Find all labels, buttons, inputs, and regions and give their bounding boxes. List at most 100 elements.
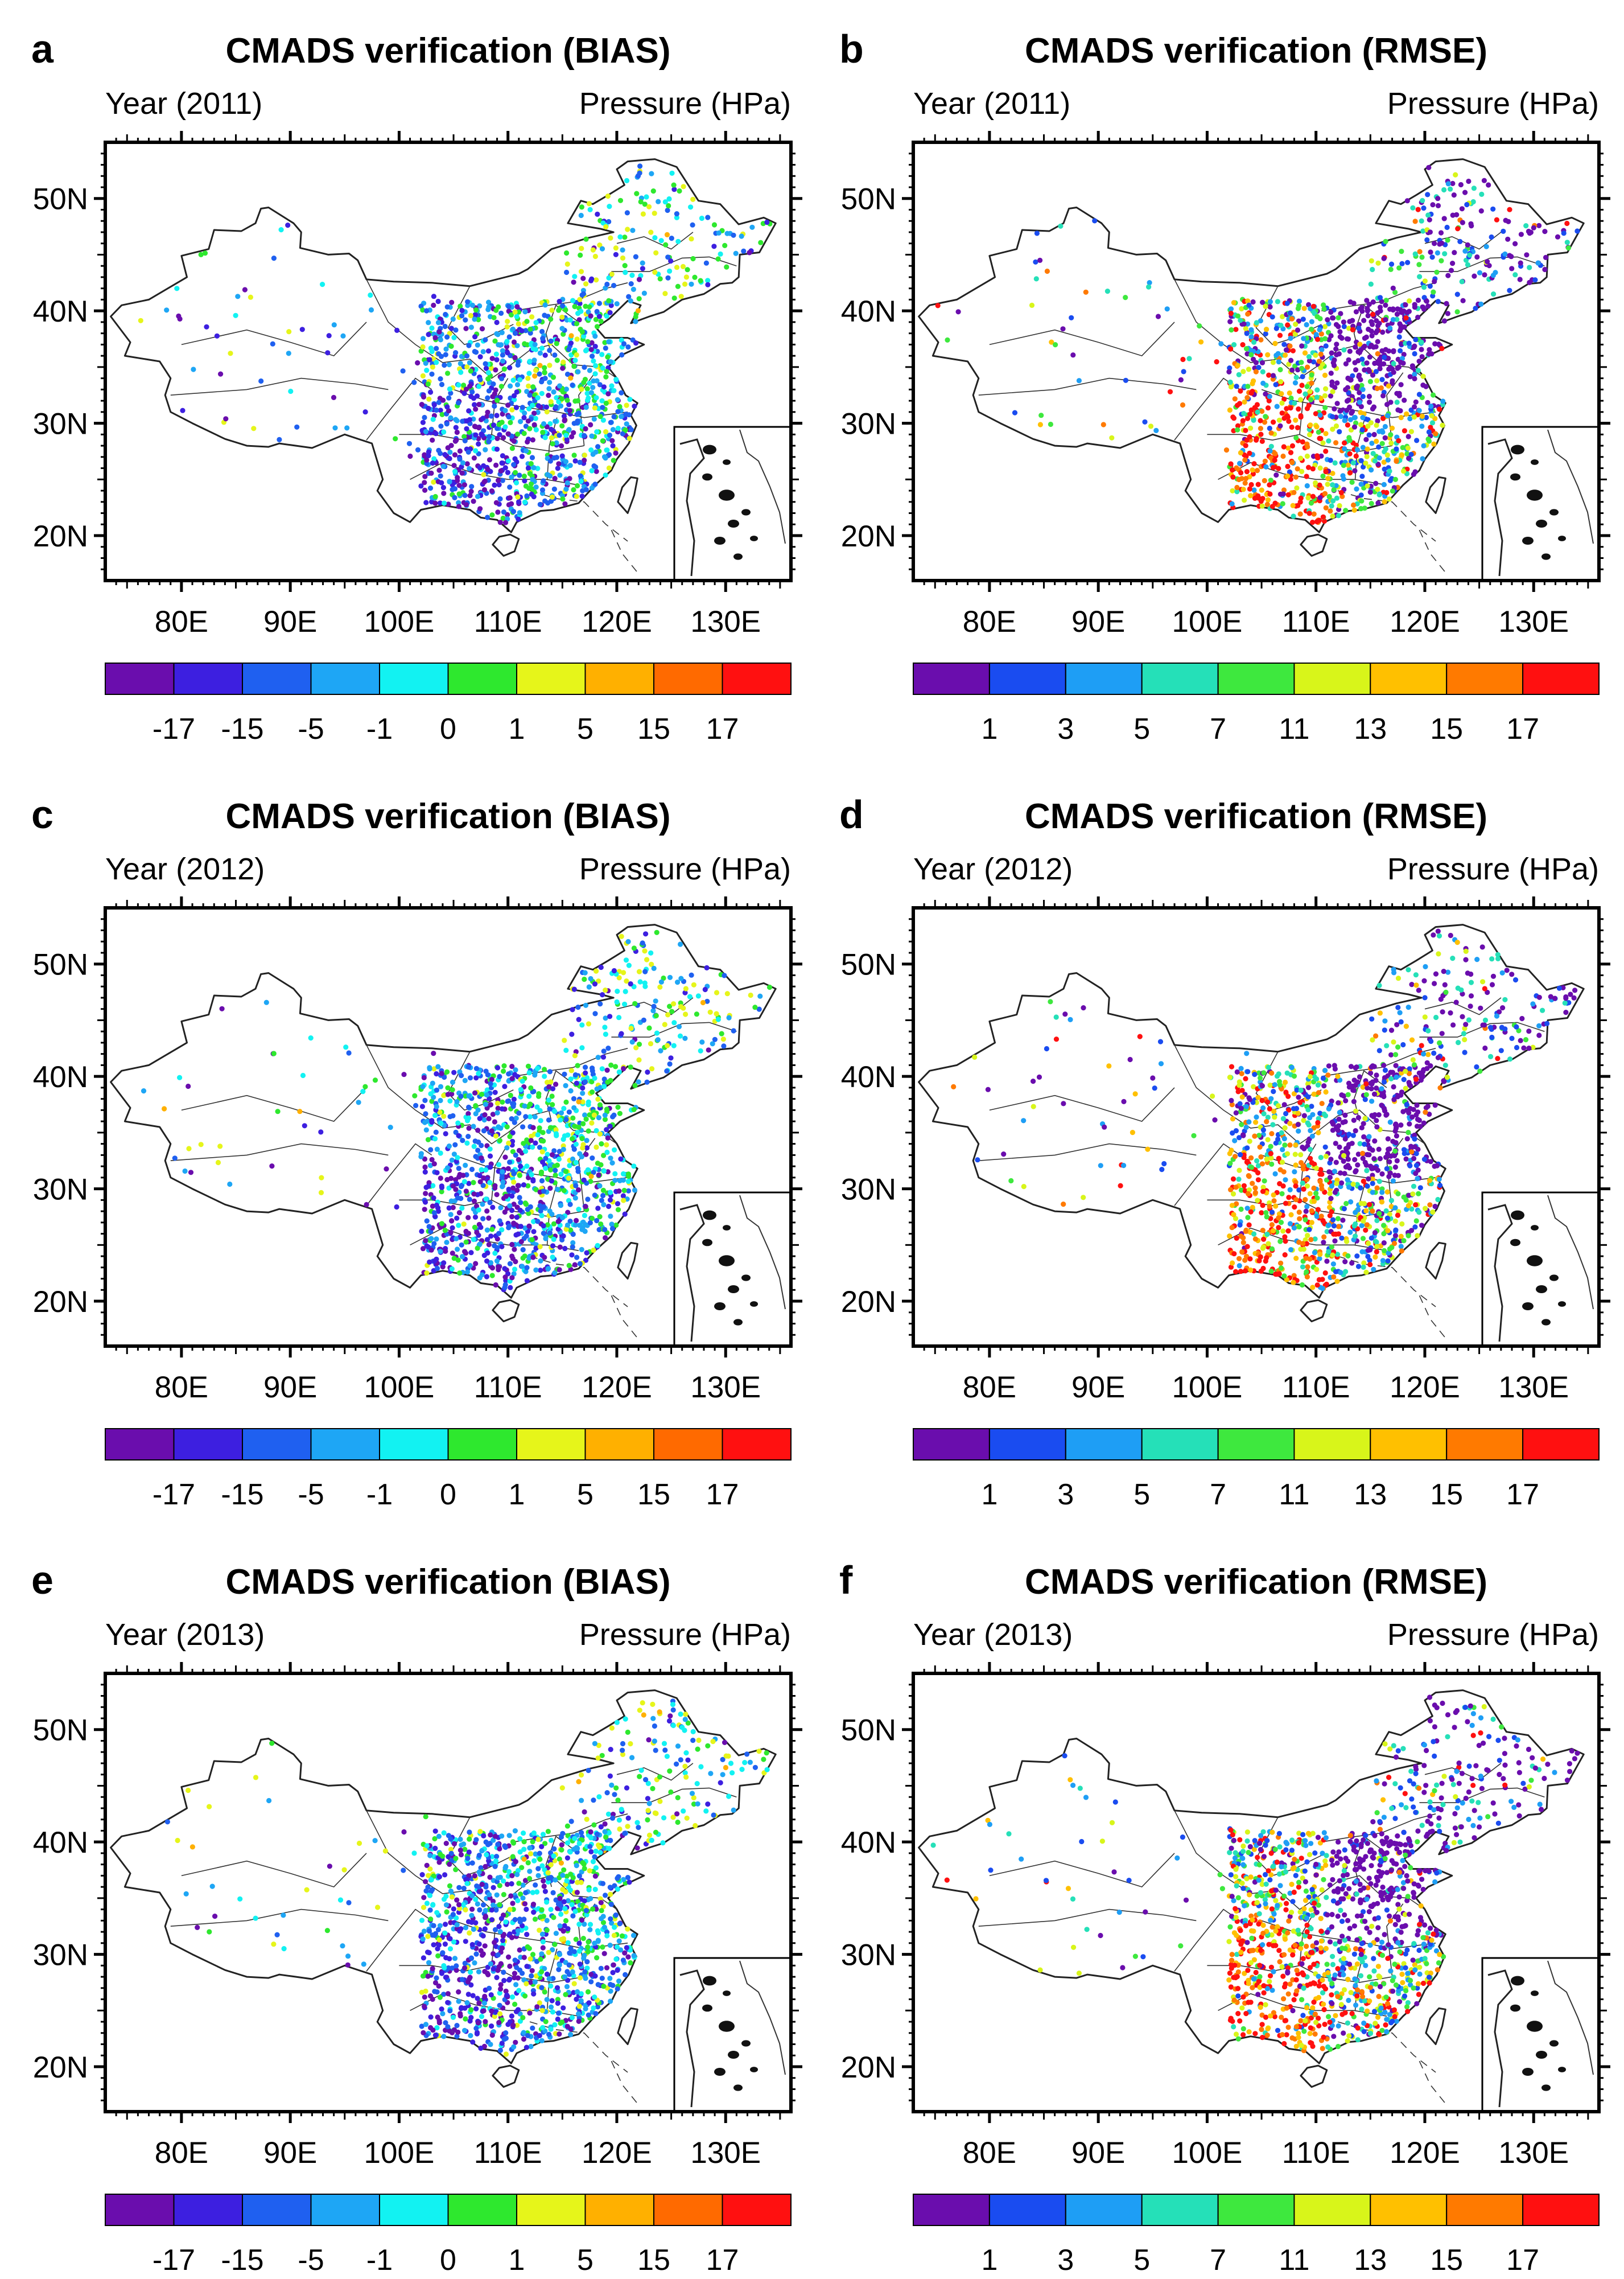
- station-point: [1289, 316, 1295, 322]
- station-point: [422, 1207, 427, 1212]
- station-point: [665, 207, 670, 213]
- station-point: [1399, 261, 1405, 266]
- station-point: [454, 1215, 460, 1221]
- station-point: [575, 483, 580, 489]
- station-point: [1238, 1187, 1244, 1193]
- station-point: [422, 474, 428, 479]
- station-point: [1416, 359, 1422, 364]
- station-point: [522, 1103, 527, 1109]
- station-point: [431, 302, 436, 308]
- station-point: [653, 1013, 659, 1019]
- station-point: [582, 1112, 588, 1118]
- station-point: [549, 307, 555, 313]
- station-point: [1238, 388, 1243, 394]
- station-point: [1415, 368, 1421, 373]
- station-point: [1191, 1133, 1197, 1138]
- station-point: [1251, 487, 1257, 493]
- station-point: [700, 999, 706, 1006]
- station-point: [447, 449, 453, 455]
- station-point: [1571, 995, 1577, 1001]
- station-point: [601, 1168, 607, 1174]
- station-point: [592, 1192, 597, 1198]
- station-point: [1244, 1206, 1250, 1211]
- station-point: [607, 204, 612, 209]
- station-point: [1235, 363, 1240, 368]
- station-point: [592, 344, 598, 349]
- panel-letter: b: [839, 27, 864, 71]
- station-point: [463, 502, 469, 508]
- station-point: [415, 447, 421, 453]
- island-mark: [714, 1302, 726, 1310]
- station-point: [1323, 431, 1329, 437]
- station-point: [503, 1194, 509, 1199]
- station-point: [492, 1119, 498, 1125]
- station-point: [1229, 327, 1234, 333]
- station-point: [537, 1125, 542, 1131]
- station-point: [466, 1125, 472, 1131]
- station-point: [625, 344, 631, 350]
- station-point: [450, 1225, 455, 1231]
- station-point: [671, 1001, 677, 1007]
- station-point: [1318, 331, 1324, 337]
- station-point: [1257, 1144, 1263, 1150]
- station-point: [487, 1096, 492, 1101]
- colorbar-segment: [653, 1428, 723, 1461]
- station-point: [182, 1168, 188, 1174]
- station-point: [507, 495, 513, 501]
- station-point: [565, 1132, 571, 1138]
- station-point: [579, 245, 584, 252]
- station-point: [1425, 212, 1431, 218]
- island-mark: [1536, 520, 1547, 528]
- station-point: [583, 1064, 588, 1070]
- station-point: [1303, 1217, 1308, 1223]
- station-point: [576, 1017, 582, 1022]
- station-point: [1267, 482, 1272, 488]
- station-point: [516, 359, 521, 365]
- station-point: [524, 1278, 530, 1284]
- station-point: [537, 371, 542, 377]
- station-point: [1427, 229, 1433, 235]
- station-point: [1304, 406, 1310, 412]
- station-point: [590, 1155, 595, 1161]
- station-point: [591, 1170, 596, 1175]
- station-point: [454, 437, 459, 443]
- station-point: [1380, 416, 1386, 421]
- station-point: [459, 1242, 464, 1248]
- station-point: [1365, 446, 1370, 452]
- station-point: [1398, 323, 1404, 329]
- station-point: [1076, 378, 1082, 384]
- station-point: [1532, 277, 1538, 283]
- station-point: [1391, 361, 1396, 367]
- station-point: [731, 232, 736, 238]
- station-point: [1299, 382, 1305, 388]
- station-point: [636, 296, 642, 302]
- station-point: [523, 328, 529, 334]
- station-point: [1521, 1045, 1527, 1051]
- station-point: [593, 395, 599, 401]
- station-point: [1474, 957, 1480, 962]
- station-point: [1186, 356, 1192, 361]
- station-point: [1342, 440, 1347, 446]
- station-point: [551, 1148, 557, 1154]
- station-point: [553, 1127, 559, 1133]
- station-point: [623, 270, 628, 275]
- station-point: [514, 304, 520, 310]
- station-point: [530, 476, 535, 483]
- station-point: [577, 297, 583, 303]
- station-point: [1236, 372, 1242, 377]
- station-point: [1456, 1040, 1461, 1046]
- station-point: [1329, 414, 1336, 419]
- station-point: [1388, 261, 1395, 267]
- station-point: [594, 1086, 600, 1092]
- station-point: [465, 449, 471, 455]
- station-point: [506, 414, 512, 420]
- station-point: [593, 468, 599, 474]
- station-point: [757, 993, 763, 999]
- station-point: [1069, 315, 1074, 320]
- station-point: [1256, 495, 1262, 501]
- station-point: [611, 414, 617, 419]
- station-point: [560, 1137, 566, 1142]
- station-point: [1290, 503, 1296, 508]
- x-tick-label: 110E: [474, 605, 542, 639]
- station-point: [579, 1136, 585, 1141]
